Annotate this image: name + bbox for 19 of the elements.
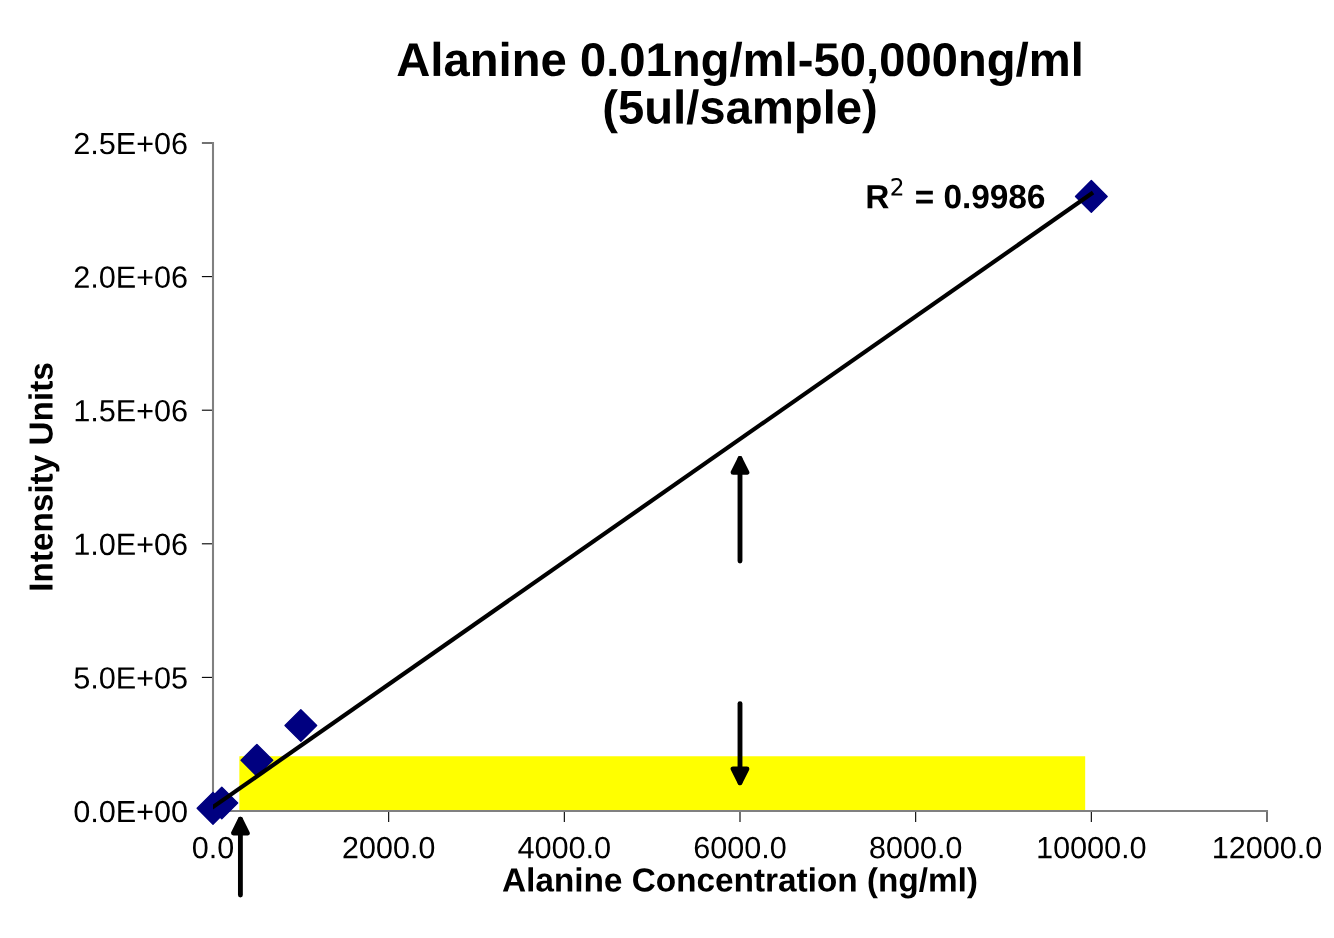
y-tick-label: 1.5E+06 [75,399,187,422]
y-tick-label: 2.0E+06 [74,266,187,288]
chart-title: Alanine 0.01ng/ml-50,000ng/ml (5ul/sample) [397,41,1081,134]
point [284,708,318,743]
annotation: R$^{2}$ = 0.9986 [867,178,1045,209]
y-tick-label: 0.0E+00 [74,800,187,823]
x-tick-label: 2000.0 [343,836,435,859]
y-axis-title: Intensity Units [28,363,60,590]
x-tick-label: 0.0 [192,836,234,859]
x-tick-label: 12000.0 [1214,836,1322,859]
x-tick-label: 6000.0 [694,836,786,859]
y-tick-label: 2.5E+06 [74,132,187,155]
point [240,743,274,777]
y-tick-label: 5.0E+05 [74,667,187,689]
y-tick-label: 1.0E+06 [75,533,187,556]
x-axis-title: Alanine Concentration (ng/ml) [502,867,977,899]
x-tick-label: 8000.0 [870,836,962,859]
x-tick-label: 4000.0 [518,836,610,859]
x-tick-label: 10000.0 [1038,836,1146,859]
